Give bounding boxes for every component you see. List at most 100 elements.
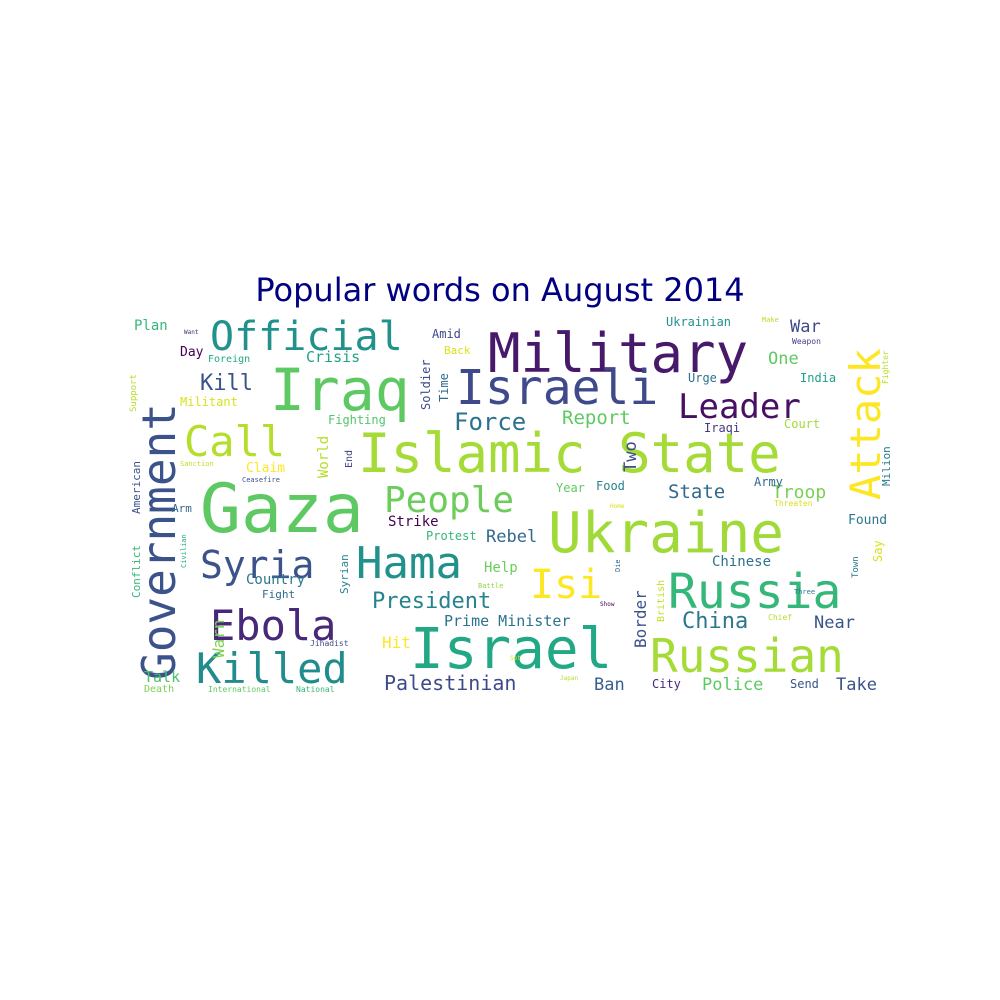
word-iraq: Iraq <box>270 356 410 424</box>
word-battle: Battle <box>478 582 503 590</box>
word-russia: Russia <box>668 564 841 620</box>
word-crisis: Crisis <box>306 348 360 366</box>
word-ban: Ban <box>594 675 625 695</box>
word-international: International <box>208 685 271 694</box>
word-sanction: Sanction <box>180 460 214 468</box>
word-attack: Attack <box>841 348 890 500</box>
word-hit: Hit <box>382 633 411 652</box>
word-civilian: Civilian <box>180 534 188 568</box>
word-milion: Milion <box>880 446 893 486</box>
word-city: City <box>652 677 681 691</box>
word-leader: Leader <box>678 387 801 427</box>
word-town: Town <box>851 556 861 578</box>
word-near: Near <box>814 613 855 633</box>
word-time: Time <box>437 373 451 402</box>
word-chinese: Chinese <box>712 554 771 570</box>
word-british: British <box>656 580 667 622</box>
word-report: Report <box>562 407 631 429</box>
word-hama: Hama <box>356 538 462 589</box>
word-court: Court <box>784 417 820 431</box>
word-military: Military <box>488 322 748 385</box>
word-strike: Strike <box>388 514 439 530</box>
word-found: Found <box>848 513 887 528</box>
word-ceasefire: Ceasefire <box>242 476 280 484</box>
word-fighter: Fighter <box>881 350 890 384</box>
word-iraqi: Iraqi <box>704 421 740 435</box>
word-urge: Urge <box>688 371 717 385</box>
word-arm: Arm <box>172 502 192 515</box>
word-state: State <box>668 481 725 503</box>
word-israel: Israel <box>410 617 612 682</box>
word-prime-minister: Prime Minister <box>444 612 570 630</box>
word-send: Send <box>790 677 819 691</box>
word-food: Food <box>596 479 625 493</box>
word-world: World <box>316 436 332 478</box>
word-police: Police <box>702 675 763 695</box>
word-ebola: Ebola <box>210 601 336 650</box>
word-year: Year <box>556 481 585 495</box>
word-die: Die <box>614 559 622 572</box>
word-militant: Militant <box>180 395 238 409</box>
word-amid: Amid <box>432 327 461 341</box>
word-want: Want <box>184 329 199 336</box>
word-border: Border <box>631 590 650 648</box>
word-jihadist: Jihadist <box>310 639 349 648</box>
word-protest: Protest <box>426 529 477 543</box>
word-end: End <box>344 450 355 468</box>
word-india: India <box>800 371 836 385</box>
word-china: China <box>682 609 748 634</box>
word-two: Two <box>621 441 641 472</box>
word-weapon: Weapon <box>792 337 821 346</box>
word-warn: Warn <box>209 619 228 658</box>
word-make: Make <box>762 316 779 324</box>
word-back: Back <box>444 344 471 357</box>
word-people: People <box>384 480 514 521</box>
word-one: One <box>768 349 799 369</box>
word-help: Help <box>484 560 518 576</box>
word-talk: Talk <box>144 668 180 686</box>
word-syria: Syria <box>200 543 314 587</box>
word-japan: Japan <box>560 675 578 682</box>
word-three: Three <box>794 588 815 596</box>
word-foreign: Foreign <box>208 354 250 365</box>
word-home: Home <box>610 503 625 510</box>
word-soldier: Soldier <box>419 359 433 410</box>
word-fight: Fight <box>262 588 295 601</box>
word-troop: Troop <box>772 482 826 503</box>
word-plan: Plan <box>134 318 168 334</box>
word-war: War <box>790 317 821 337</box>
word-american: American <box>130 461 143 514</box>
word-gaza: Gaza <box>200 470 364 549</box>
word-chief: Chief <box>768 613 792 622</box>
word-take: Take <box>836 675 877 695</box>
word-israeli: Israeli <box>456 360 658 416</box>
word-day: Day <box>180 345 204 360</box>
word-death: Death <box>144 684 174 695</box>
word-fighting: Fighting <box>328 413 386 427</box>
word-claim: Claim <box>246 461 285 476</box>
word-national: National <box>296 685 335 694</box>
word-official: Official <box>210 314 403 360</box>
word-show: Show <box>600 601 615 608</box>
word-russian: Russian <box>650 629 844 683</box>
word-call: Call <box>184 417 285 466</box>
word-support: Support <box>129 374 139 412</box>
word-country: Country <box>246 572 305 588</box>
word-ukrainian: Ukrainian <box>666 315 731 329</box>
word-government: Government <box>132 403 186 680</box>
word-president: President <box>372 589 491 614</box>
word-force: Force <box>454 408 526 436</box>
word-kill: Kill <box>200 371 253 396</box>
word-ukraine: Ukraine <box>548 501 784 566</box>
word-killed: Killed <box>196 644 348 693</box>
word-say: Say <box>871 540 885 562</box>
word-conflict: Conflict <box>130 545 143 598</box>
word-palestinian: Palestinian <box>384 671 516 695</box>
word-set: Set <box>510 655 521 662</box>
word-syrian: Syrian <box>338 554 351 594</box>
chart-title: Popular words on August 2014 <box>255 271 745 309</box>
word-rebel: Rebel <box>486 527 537 547</box>
word-army: Army <box>754 475 783 489</box>
